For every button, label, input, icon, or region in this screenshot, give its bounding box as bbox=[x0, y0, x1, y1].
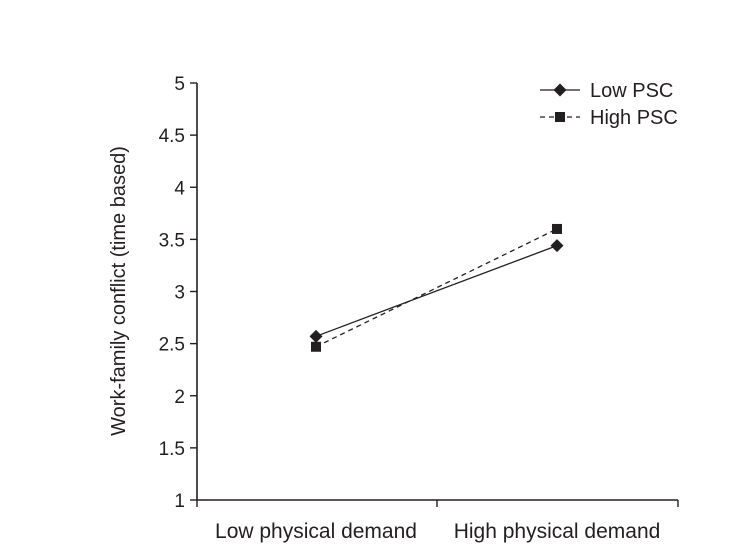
y-axis-title: Work-family conflict (time based) bbox=[108, 146, 130, 436]
y-tick-label: 4.5 bbox=[159, 126, 185, 147]
y-tick-label: 2.5 bbox=[159, 335, 185, 356]
x-category-label: High physical demand bbox=[454, 520, 661, 543]
y-tick-label: 5 bbox=[174, 74, 185, 95]
x-category-label: Low physical demand bbox=[215, 520, 417, 543]
legend-label: Low PSC bbox=[590, 80, 673, 102]
axes: 1 1.5 2 2.5 3 3.5 4 4.5 5 Low physical demand High… bbox=[108, 74, 679, 543]
series-line-high-psc bbox=[315, 228, 558, 348]
y-tick-label: 2 bbox=[174, 387, 185, 408]
legend-marker bbox=[555, 112, 565, 122]
data-point-high-psc bbox=[311, 341, 321, 352]
legend-marker bbox=[553, 83, 567, 97]
y-tick-label: 3.5 bbox=[159, 230, 185, 251]
series-group bbox=[309, 223, 564, 352]
data-point-low-psc bbox=[550, 239, 564, 253]
legend: Low PSC High PSC bbox=[540, 80, 678, 129]
y-tick-label: 1.5 bbox=[159, 439, 185, 460]
y-tick-label: 1 bbox=[174, 491, 185, 512]
data-point-high-psc bbox=[552, 223, 562, 234]
data-point-low-psc bbox=[309, 329, 323, 343]
y-tick-label: 3 bbox=[174, 283, 185, 304]
legend-label: High PSC bbox=[590, 107, 678, 129]
y-tick-label: 4 bbox=[174, 178, 185, 199]
series-line-low-psc bbox=[315, 245, 558, 337]
